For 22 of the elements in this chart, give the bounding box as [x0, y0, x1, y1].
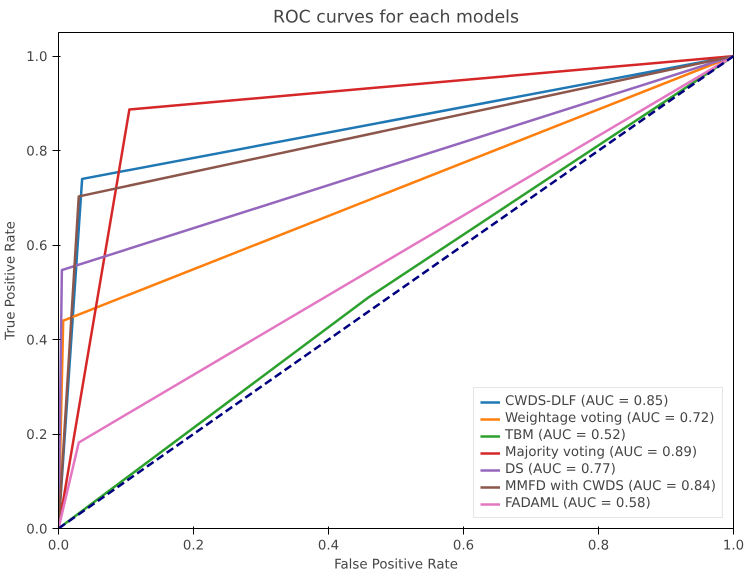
x-tick-label: 0.4	[318, 538, 340, 554]
x-tick-label: 0.0	[48, 538, 70, 554]
x-tick-label: 0.2	[182, 538, 204, 554]
x-axis-title: False Positive Rate	[334, 558, 458, 572]
y-tick-label: 0.0	[26, 522, 48, 538]
y-tick-label: 0.6	[26, 239, 48, 254]
chart-title: ROC curves for each models	[273, 8, 520, 28]
legend-label: CWDS-DLF (AUC = 0.85)	[504, 394, 668, 409]
legend-label: Majority voting (AUC = 0.89)	[504, 445, 698, 460]
legend-label: Weightage voting (AUC = 0.72)	[504, 411, 714, 426]
y-tick-label: 0.4	[26, 334, 48, 349]
x-tick-label: 0.6	[452, 538, 474, 554]
legend-label: DS (AUC = 0.77)	[504, 462, 616, 477]
legend-label: FADAML (AUC = 0.58)	[504, 496, 651, 511]
y-tick-label: 0.8	[26, 144, 48, 160]
x-tick-label: 0.8	[588, 538, 610, 554]
y-axis-title: True Positive Rate	[3, 221, 18, 341]
legend-label: TBM (AUC = 0.52)	[504, 428, 626, 443]
x-tick-label: 1.0	[722, 538, 744, 554]
y-tick-label: 1.0	[26, 50, 48, 66]
legend-label: MMFD with CWDS (AUC = 0.84)	[504, 479, 716, 494]
y-tick-label: 0.2	[26, 428, 48, 444]
